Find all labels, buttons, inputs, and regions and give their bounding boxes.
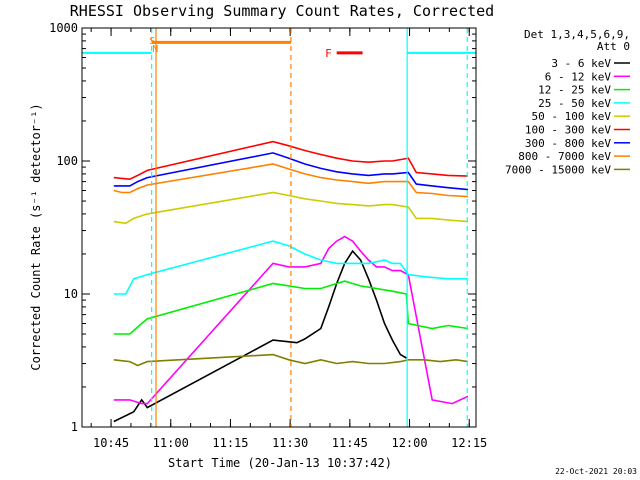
series-line-2 [113,280,469,335]
series-group [113,140,469,423]
y-tick-label: 100 [56,154,78,168]
y-tick-label: 10 [64,287,78,301]
axes-group: 10:45 11:00 11:15 11:30 11:45 12:00 12:15 1 10 10… [49,21,487,450]
legend-entry-label: 50 - 100 keV [532,110,612,123]
legend-entry-label: 3 - 6 keV [551,57,611,70]
annotations-group: F SN [82,28,476,427]
series-line-5 [113,140,469,181]
legend-header-line: Det 1,3,4,5,6,9, [524,28,630,41]
legend-entry-label: 800 - 7000 keV [518,150,611,163]
x-tick-label: 11:15 [212,436,248,450]
legend-header-line: Att 0 [597,40,630,53]
legend-entry-label: 12 - 25 keV [538,84,611,97]
series-line-1 [113,235,469,405]
legend-entry-label: 25 - 50 keV [538,97,611,110]
y-tick-label: 1000 [49,21,78,35]
legend-entry-label: 7000 - 15000 keV [505,163,611,176]
series-line-3 [113,240,468,295]
timestamp-label: 22-Oct-2021 20:03 [555,467,637,476]
x-tick-label: 11:45 [332,436,368,450]
y-axis-label: Corrected Count Rate (s⁻¹ detector⁻¹) [29,103,43,370]
x-tick-label: 11:00 [153,436,189,450]
flare-label: F [325,47,332,60]
marker-label-s: S [149,36,155,47]
x-tick-label: 12:15 [451,436,487,450]
series-line-8 [113,353,469,367]
legend-entry-label: 300 - 800 keV [525,137,611,150]
legend-entry-label: 100 - 300 keV [525,124,611,137]
series-line-4 [113,191,469,225]
plot-frame [81,27,477,428]
x-tick-label: 11:30 [272,436,308,450]
series-line-7 [113,163,469,198]
chart-title: RHESSI Observing Summary Count Rates, Co… [70,2,494,20]
marker-label-n: N [152,44,158,55]
x-axis-label: Start Time (20-Jan-13 10:37:42) [168,456,392,470]
x-tick-label: 10:45 [93,436,129,450]
series-line-6 [113,152,469,191]
x-tick-label: 12:00 [391,436,427,450]
y-tick-label: 1 [71,420,78,434]
legend-entry-label: 6 - 12 keV [545,70,612,83]
